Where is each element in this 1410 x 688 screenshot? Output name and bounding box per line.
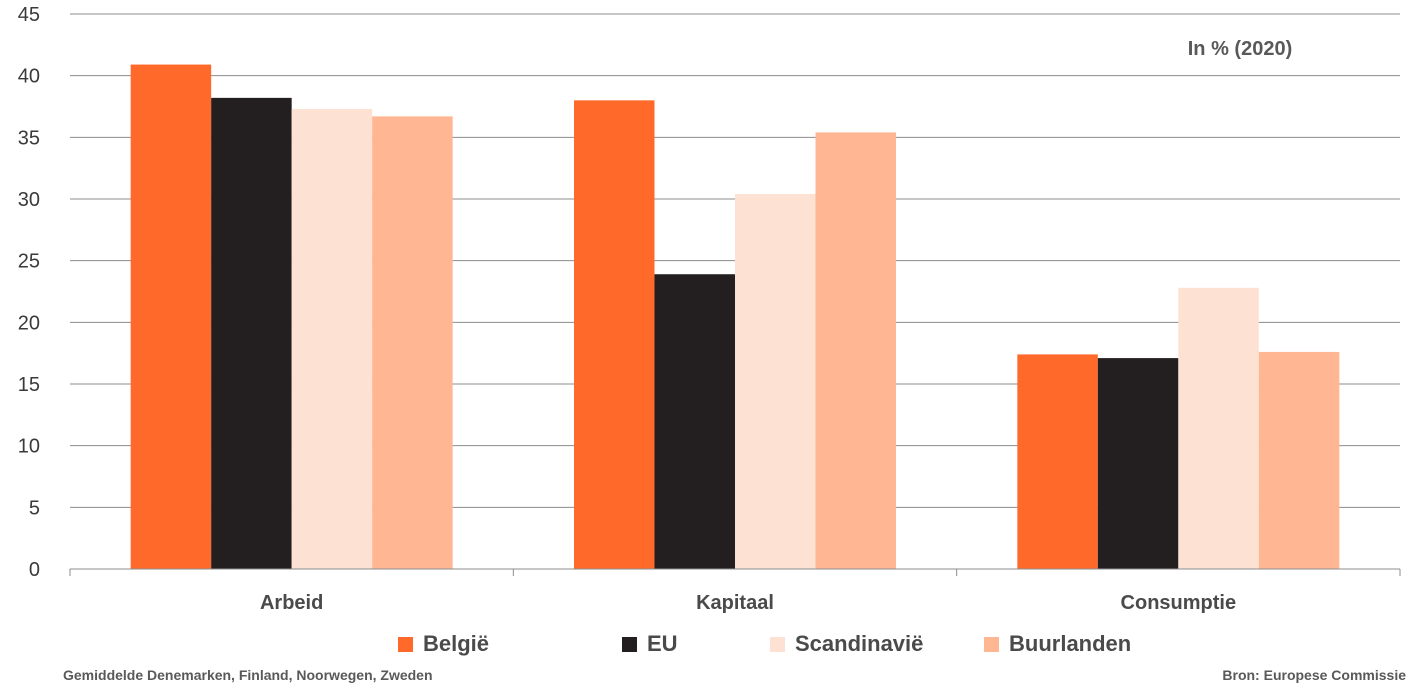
y-tick-label: 0	[29, 559, 40, 581]
y-tick-label: 30	[18, 189, 40, 211]
legend-item-belgie: België	[398, 631, 489, 657]
bar-arbeid-1	[211, 97, 292, 569]
bar-consumptie-2	[1178, 287, 1259, 569]
y-tick-label: 20	[18, 312, 40, 334]
legend-label-scandinavie: Scandinavië	[795, 631, 924, 656]
legend-swatch-eu	[622, 636, 637, 652]
legend-item-eu: EU	[622, 631, 678, 657]
bar-arbeid-2	[291, 108, 373, 569]
x-category-label: Kapitaal	[696, 592, 774, 614]
legend-swatch-buurlanden	[984, 636, 999, 652]
legend-swatch-belgie	[398, 636, 413, 652]
y-tick-label: 25	[18, 251, 40, 273]
legend-label-belgie: België	[423, 631, 490, 656]
footnote-source: Bron: Europese Commissie	[1222, 667, 1406, 683]
bar-kapitaal-2	[735, 194, 816, 570]
x-category-label: Consumptie	[1121, 592, 1237, 614]
x-axis-labels: Arbeid Kapitaal Consumptie	[260, 592, 1236, 614]
legend: België EU Scandinavië Buurlanden	[0, 631, 1410, 661]
footnote-countries: Gemiddelde Denemarken, Finland, Noorwege…	[63, 667, 433, 683]
y-tick-label: 40	[18, 66, 40, 88]
y-tick-label: 10	[18, 436, 40, 458]
bar-consumptie-1	[1097, 358, 1179, 569]
bar-consumptie-0	[1017, 354, 1098, 569]
legend-label-eu: EU	[647, 631, 678, 656]
unit-note: In % (2020)	[1188, 38, 1292, 60]
bar-kapitaal-1	[654, 274, 735, 569]
legend-swatch-scandinavie	[770, 636, 785, 652]
y-tick-label: 5	[29, 497, 40, 519]
bar-kapitaal-0	[574, 100, 655, 569]
y-tick-label: 15	[18, 374, 40, 396]
bar-kapitaal-3	[815, 132, 896, 569]
x-category-label: Arbeid	[260, 592, 323, 614]
y-tick-label: 35	[18, 127, 40, 149]
legend-item-scandinavie: Scandinavië	[770, 631, 923, 657]
y-axis-ticks: 0 5 10 15 20 25 30 35 40 45	[18, 4, 40, 581]
legend-item-buurlanden: Buurlanden	[984, 631, 1131, 657]
legend-label-buurlanden: Buurlanden	[1009, 631, 1132, 656]
bar-consumptie-3	[1258, 351, 1340, 569]
bar-arbeid-3	[372, 116, 453, 569]
bar-arbeid-0	[130, 64, 212, 570]
x-axis	[69, 568, 1401, 576]
bars	[130, 64, 1340, 570]
y-tick-label: 45	[18, 4, 40, 26]
